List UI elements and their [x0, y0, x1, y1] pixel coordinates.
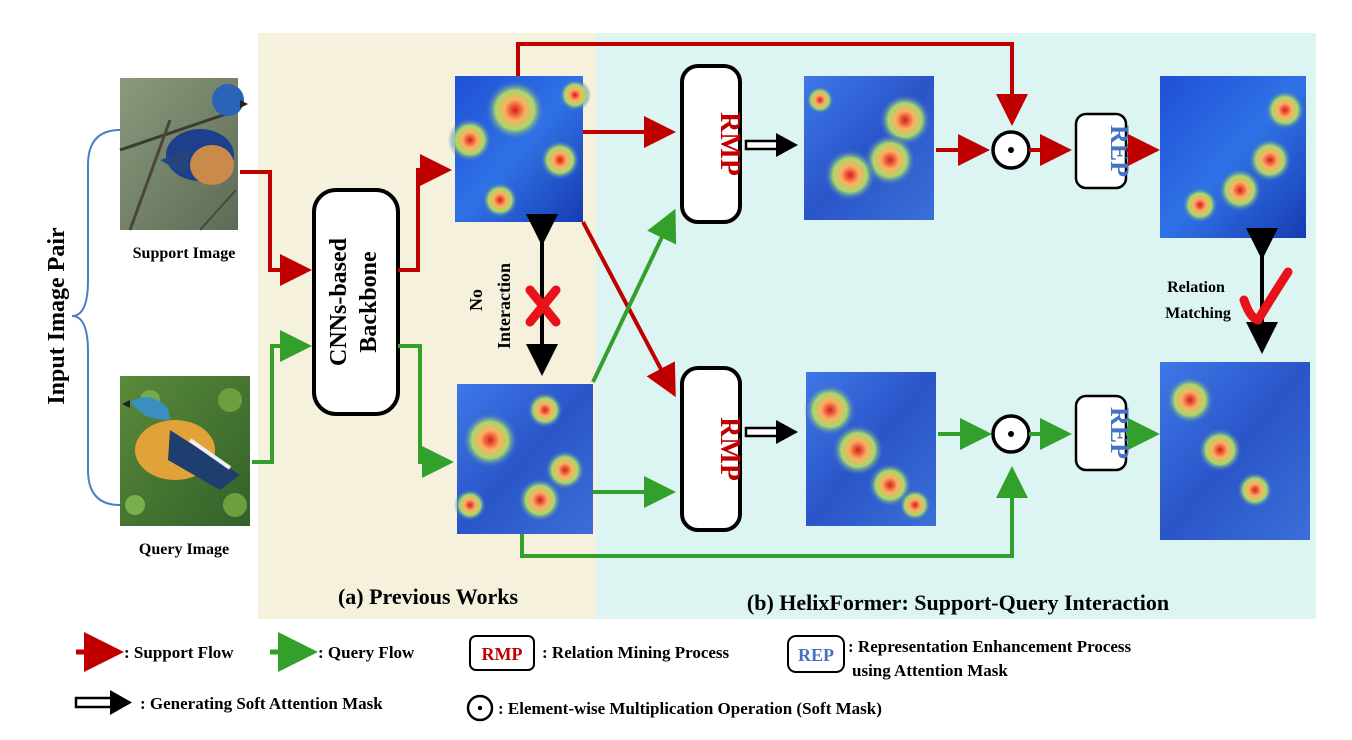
backbone-to-query-feature-arrow [398, 344, 454, 478]
input-pair-label: Input Image Pair [44, 227, 70, 405]
no-interaction-line2: Interaction [494, 263, 514, 349]
odot-icon-top [991, 130, 1031, 170]
backbone-line1: CNNs-based [326, 237, 352, 366]
legend-support-flow: : Support Flow [124, 643, 234, 662]
query-feature-heatmap [454, 384, 593, 534]
legend-soft-mask-arrow [74, 690, 132, 715]
soft-mask-arrow-bottom [744, 420, 798, 444]
rmp-top-label: RMP [714, 112, 745, 176]
support-attention-map [804, 76, 934, 220]
soft-mask-arrow-top [744, 133, 798, 157]
support-image-label: Support Image [133, 245, 236, 262]
legend-query-flow: : Query Flow [318, 643, 415, 662]
support-to-backbone-arrow [240, 170, 312, 286]
rmp-block-bottom [680, 366, 742, 532]
query-attention-map [804, 372, 936, 526]
rmp-bottom-label: RMP [714, 417, 745, 481]
query-bypass-arrow [520, 466, 1028, 558]
backbone-to-support-feature-arrow [398, 154, 452, 272]
legend-rmp-box [469, 635, 535, 671]
legend-soft-mask: : Generating Soft Attention Mask [140, 694, 383, 713]
legend-odot-icon [466, 694, 494, 722]
query-to-backbone-arrow [252, 330, 312, 464]
checkmark-icon [1239, 267, 1293, 325]
backbone-line2: Backbone [356, 251, 382, 353]
rmp-block-top [680, 64, 742, 224]
query-to-rmp-top-arrow [591, 208, 677, 383]
legend-rep-desc-1: : Representation Enhancement Process [848, 637, 1132, 656]
cross-icon [525, 285, 561, 327]
support-output-map [1160, 76, 1306, 238]
query-image [120, 376, 250, 526]
support-image [119, 78, 248, 231]
brace [71, 129, 121, 506]
legend-elementwise: : Element-wise Multiplication Operation … [498, 699, 882, 718]
legend-rep-tag: REP [798, 645, 834, 665]
helixformer-title: (b) HelixFormer: Support-Query Interacti… [747, 590, 1169, 615]
no-interaction-line1: No [466, 289, 486, 311]
previous-works-title: (a) Previous Works [338, 584, 519, 609]
query-image-label: Query Image [139, 541, 229, 558]
support-bypass-arrow [516, 42, 1028, 126]
legend-rep-box [787, 635, 845, 673]
odot-icon-bottom [991, 414, 1031, 454]
legend-rmp-desc: : Relation Mining Process [542, 643, 730, 662]
query-output-map [1160, 362, 1310, 540]
relation-line1: Relation [1167, 279, 1225, 296]
backbone-box [312, 188, 400, 416]
legend-rep-desc-2: using Attention Mask [852, 661, 1008, 680]
relation-line2: Matching [1165, 305, 1231, 322]
legend-rmp-tag: RMP [482, 644, 523, 664]
support-feature-heatmap [448, 76, 591, 222]
